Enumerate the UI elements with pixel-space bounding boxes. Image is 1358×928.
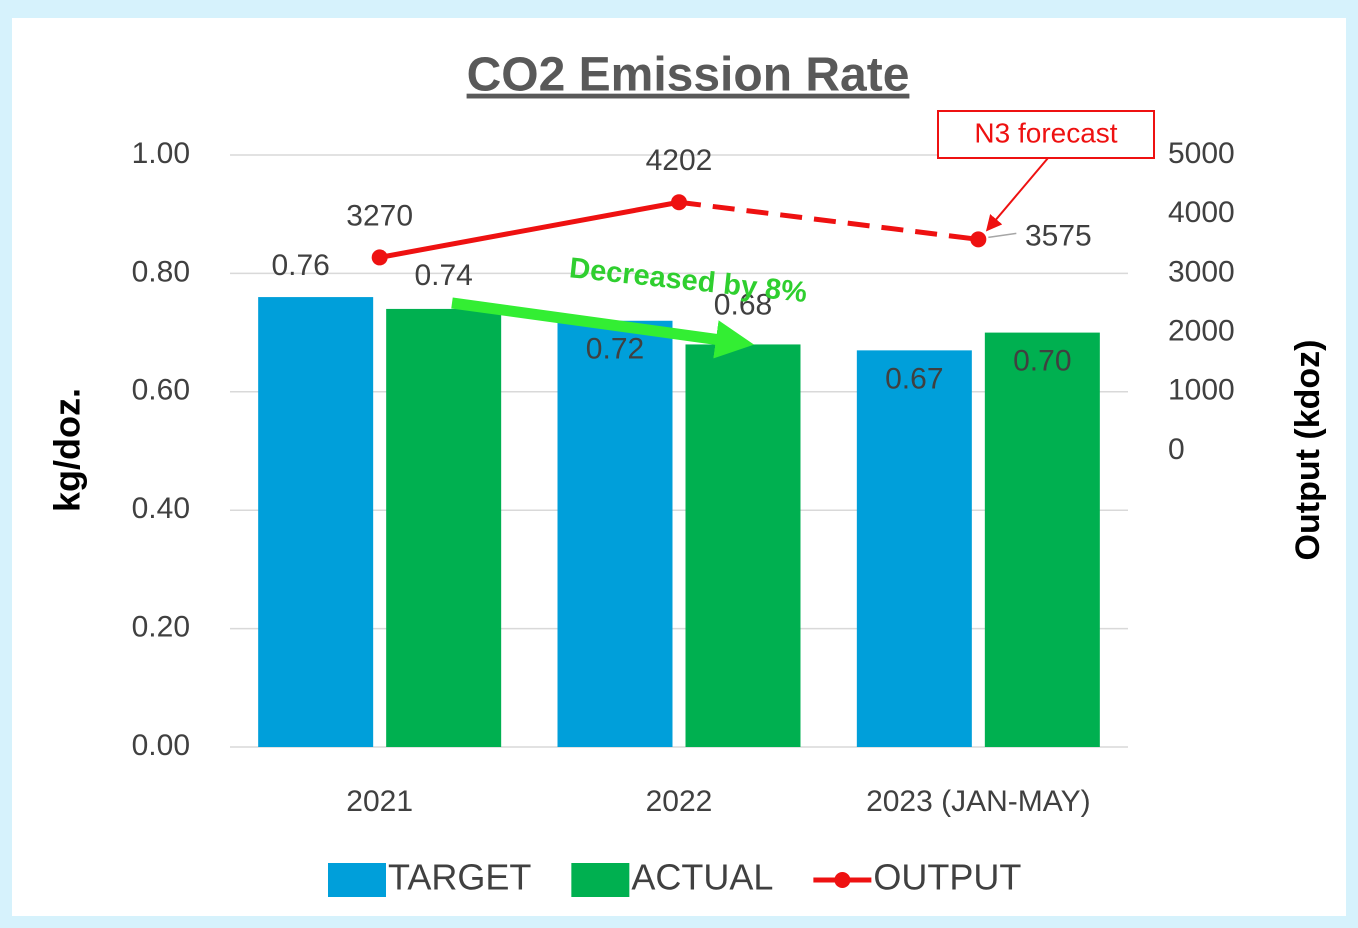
- y-tick-label: 0.00: [132, 729, 190, 762]
- legend-label: OUTPUT: [873, 857, 1021, 898]
- line-marker: [671, 194, 687, 211]
- annotation-box: [937, 110, 1155, 159]
- annotation-arrow: [451, 297, 755, 359]
- y2-tick-label: 2000: [1168, 315, 1235, 348]
- leader-line: [988, 232, 1017, 239]
- chart-panel: [12, 18, 1346, 916]
- y-tick-label: 0.60: [132, 374, 190, 407]
- legend-label: ACTUAL: [631, 857, 773, 898]
- data-label: 0.76: [271, 249, 329, 282]
- annotation: N3 forecast: [974, 117, 1117, 148]
- line-segment: [678, 199, 979, 242]
- data-label: 0.68: [714, 288, 772, 321]
- y2-tick-label: 4000: [1168, 196, 1235, 229]
- x-tick-label: 2022: [646, 785, 713, 818]
- bar: [386, 308, 502, 747]
- data-label: 0.74: [414, 259, 472, 292]
- x-tick-label: 2023 (JAN-MAY): [866, 785, 1091, 818]
- y-tick-label: 0.40: [132, 492, 190, 525]
- line-marker: [970, 231, 987, 248]
- y2-tick-label: 3000: [1168, 255, 1235, 288]
- y2-tick-label: 0: [1168, 433, 1185, 466]
- y2-axis-label: Output (kdoz): [1289, 340, 1327, 561]
- y2-tick-label: 1000: [1168, 374, 1235, 407]
- annotation-arrow: [985, 157, 1049, 232]
- legend-swatch: [834, 872, 851, 888]
- bar: [984, 332, 1100, 747]
- y-tick-label: 0.80: [132, 255, 190, 288]
- legend-label: TARGET: [388, 857, 531, 898]
- data-label: 3575: [1025, 219, 1092, 252]
- bar: [685, 344, 801, 747]
- data-label: 4202: [646, 144, 713, 177]
- chart-title: CO2 Emission Rate: [467, 49, 910, 102]
- legend-swatch: [328, 863, 386, 897]
- bar: [258, 297, 374, 747]
- x-tick-label: 2021: [346, 785, 413, 818]
- y-tick-label: 0.20: [132, 611, 190, 644]
- y2-tick-label: 5000: [1168, 137, 1235, 170]
- y-tick-label: 1.00: [132, 137, 190, 170]
- bar: [557, 320, 673, 747]
- y-axis-label: kg/doz.: [47, 388, 88, 512]
- legend-swatch: [571, 863, 630, 897]
- bar: [856, 350, 972, 747]
- data-label: 3270: [346, 199, 413, 232]
- data-label: 0.72: [586, 333, 644, 366]
- line-marker: [371, 249, 388, 266]
- line-segment: [379, 199, 680, 260]
- data-label: 0.67: [885, 362, 943, 395]
- data-label: 0.70: [1013, 345, 1071, 378]
